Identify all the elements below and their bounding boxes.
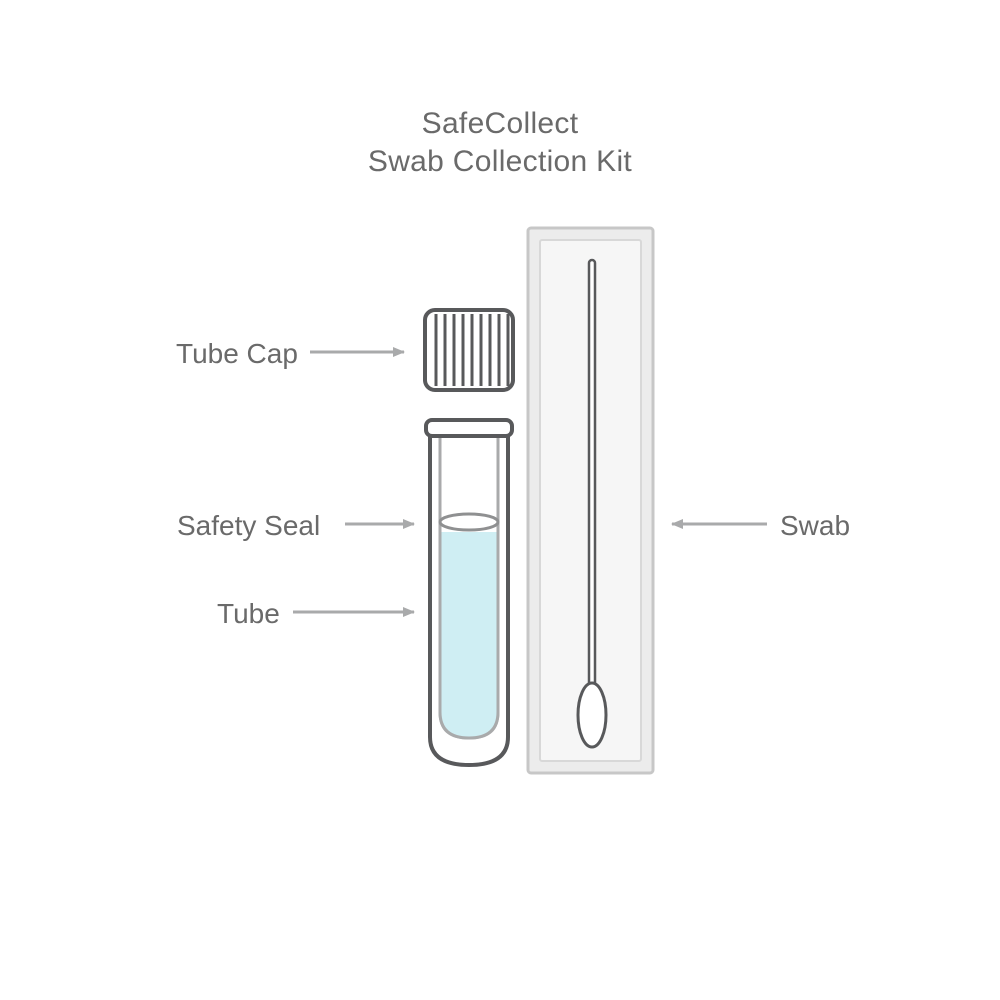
label-swab: Swab <box>780 510 850 542</box>
tube-cap <box>425 310 513 390</box>
label-tube: Tube <box>217 598 280 630</box>
kit-diagram-svg <box>0 0 1000 1000</box>
swab-stick <box>589 260 595 690</box>
tube-liquid <box>440 532 498 738</box>
diagram-canvas: SafeCollect Swab Collection Kit <box>0 0 1000 1000</box>
tube <box>426 420 512 765</box>
label-safety-seal: Safety Seal <box>177 510 320 542</box>
label-tube-cap: Tube Cap <box>176 338 298 370</box>
swab-package <box>528 228 653 773</box>
safety-seal <box>440 514 498 530</box>
swab-tip <box>578 683 606 747</box>
